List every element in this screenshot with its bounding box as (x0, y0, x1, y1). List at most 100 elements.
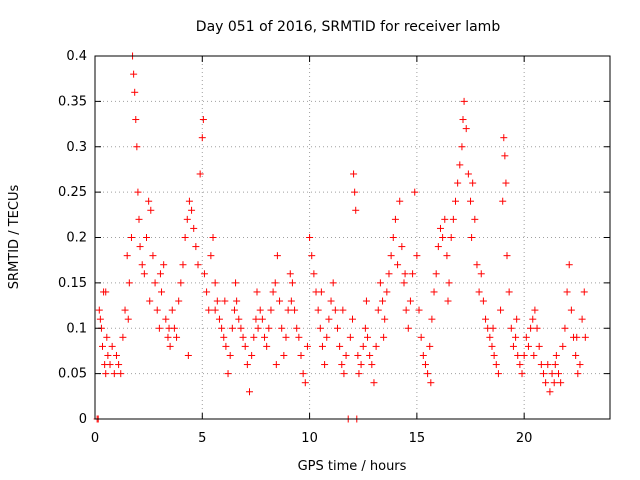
data-point (402, 306, 410, 314)
data-point (333, 324, 341, 332)
data-point (119, 333, 127, 341)
data-point (278, 324, 286, 332)
data-point (524, 342, 532, 350)
data-point (155, 324, 163, 332)
data-point (436, 224, 444, 232)
data-point (415, 306, 423, 314)
y-axis-label: SRMTID / TECUs (7, 185, 22, 290)
data-point (479, 297, 487, 305)
x-tick-label: 15 (409, 431, 426, 446)
data-point (295, 333, 303, 341)
data-point (443, 252, 451, 260)
data-point (555, 370, 562, 378)
chart-title: Day 051 of 2016, SRMTID for receiver lam… (196, 19, 501, 35)
data-point (194, 261, 202, 269)
y-tick-label: 0.05 (58, 367, 87, 382)
data-point (430, 288, 438, 296)
data-point (127, 234, 135, 241)
data-point (413, 252, 421, 260)
x-tick-label: 20 (516, 431, 533, 446)
data-point (297, 351, 305, 359)
data-point (551, 361, 559, 369)
data-point (166, 342, 174, 350)
data-point (112, 351, 120, 359)
data-point (310, 270, 318, 278)
data-point (108, 342, 116, 350)
axis-ticks (94, 55, 610, 420)
data-point (115, 361, 123, 369)
data-point (338, 361, 346, 369)
data-point (207, 252, 215, 260)
data-point (364, 333, 372, 341)
data-point (454, 179, 462, 187)
data-point (404, 324, 412, 332)
data-point (156, 270, 164, 278)
data-point (439, 234, 447, 241)
y-tick-label: 0.1 (66, 321, 87, 336)
data-point (349, 315, 356, 323)
data-point (325, 315, 333, 323)
data-point (516, 361, 524, 369)
y-tick-label: 0.15 (58, 276, 87, 291)
data-point (282, 333, 290, 341)
data-point (250, 333, 258, 341)
data-point (372, 342, 380, 350)
data-point (567, 306, 575, 314)
data-point (131, 88, 139, 96)
data-point (145, 197, 153, 205)
y-tick-label: 0.4 (66, 49, 87, 64)
data-point (456, 161, 464, 169)
y-tick-label: 0.2 (66, 231, 87, 246)
data-point (501, 152, 509, 160)
data-point (246, 388, 253, 396)
data-point (237, 324, 245, 332)
data-point (135, 215, 143, 223)
data-point (561, 324, 569, 332)
data-point (316, 324, 324, 332)
data-point (522, 333, 530, 341)
data-point (291, 306, 299, 314)
data-point (222, 342, 230, 350)
data-point (233, 297, 241, 305)
data-point (477, 270, 485, 278)
data-point (494, 370, 502, 378)
data-point (99, 342, 107, 350)
data-point (329, 279, 337, 287)
data-point (379, 297, 387, 305)
data-point (124, 315, 132, 323)
data-point (228, 324, 236, 332)
data-point (224, 370, 232, 378)
data-point (151, 279, 159, 287)
data-point (500, 134, 508, 142)
data-point (359, 342, 367, 350)
data-point (235, 315, 243, 323)
data-point (147, 206, 155, 214)
data-point (383, 288, 391, 296)
data-point (385, 270, 393, 278)
data-point (213, 297, 221, 305)
data-point (531, 306, 539, 314)
data-point (380, 333, 388, 341)
data-point (509, 342, 517, 350)
data-point (535, 342, 543, 350)
data-point (529, 315, 537, 323)
data-point (546, 388, 554, 396)
data-point (339, 306, 347, 314)
data-point (352, 206, 360, 214)
data-point (565, 261, 573, 269)
data-point (514, 351, 522, 359)
data-point (95, 306, 103, 314)
data-point (350, 170, 358, 178)
data-point (366, 351, 374, 359)
data-point (548, 370, 556, 378)
data-point (132, 116, 140, 124)
data-point (239, 333, 247, 341)
data-point (354, 351, 362, 359)
data-point (253, 288, 261, 296)
data-point (110, 370, 118, 378)
data-point (381, 315, 389, 323)
data-point (215, 315, 223, 323)
plot-frame (94, 55, 611, 420)
data-point (96, 315, 104, 323)
data-point (175, 297, 183, 305)
